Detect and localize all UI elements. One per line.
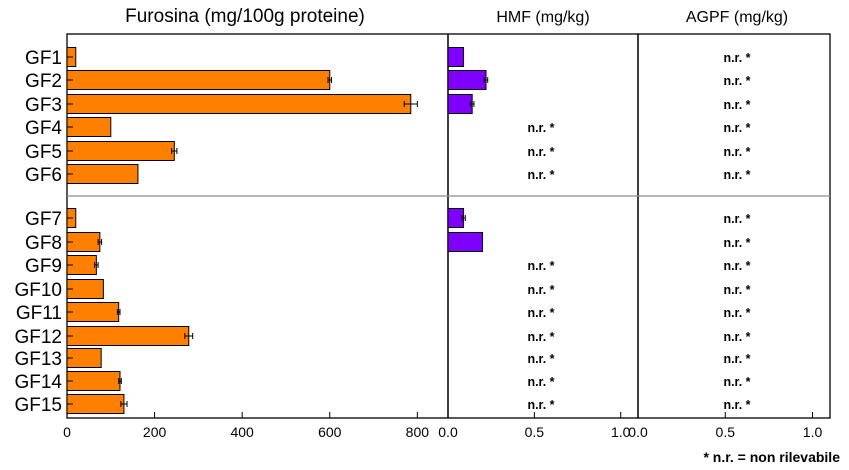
bar <box>447 70 487 90</box>
nr-label: n.r. * <box>723 51 750 65</box>
nr-labels: n.r. * n.r. * n.r. * n.r. * n.r. * n.r. * n.r.… <box>527 51 750 412</box>
nr-label: n.r. * <box>527 259 554 273</box>
bar <box>66 70 331 90</box>
nr-label: n.r. * <box>723 352 750 366</box>
nr-label: n.r. * <box>723 145 750 159</box>
x-tick-label: 800 <box>406 424 430 440</box>
bar <box>66 371 121 391</box>
nr-label: n.r. * <box>723 375 750 389</box>
category-label: GF6 <box>25 165 62 186</box>
bar <box>447 232 484 252</box>
category-label: GF14 <box>14 372 62 393</box>
x-tick-label: 0.0 <box>438 424 458 440</box>
x-tick-label: 400 <box>230 424 254 440</box>
nr-label: n.r. * <box>527 398 554 412</box>
nr-label: n.r. * <box>723 259 750 273</box>
bar <box>66 164 139 184</box>
x-tick-label: 0.0 <box>628 424 648 440</box>
x-tick-label: 600 <box>318 424 342 440</box>
bar <box>447 208 465 228</box>
nr-label: n.r. * <box>527 121 554 135</box>
category-label: GF15 <box>14 395 62 416</box>
bar <box>447 94 473 114</box>
bar <box>447 47 465 67</box>
bar <box>66 326 190 346</box>
x-tick-label: 0 <box>63 424 71 440</box>
nr-label: n.r. * <box>527 306 554 320</box>
category-label: GF3 <box>25 95 62 116</box>
bar <box>66 94 412 114</box>
category-label: GF1 <box>25 48 62 69</box>
category-label: GF7 <box>25 209 62 230</box>
category-label: GF10 <box>14 280 62 301</box>
category-label: GF11 <box>16 303 62 324</box>
nr-label: n.r. * <box>723 98 750 112</box>
bars <box>66 47 489 414</box>
panel-frame-1 <box>66 33 449 419</box>
category-label: GF2 <box>25 71 62 92</box>
nr-label: n.r. * <box>527 330 554 344</box>
bar <box>66 394 125 414</box>
nr-label: n.r. * <box>723 398 750 412</box>
bar <box>66 141 175 161</box>
x-tick-label: 1.0 <box>611 424 631 440</box>
x-tick-label: 0.5 <box>716 424 736 440</box>
nr-label: n.r. * <box>723 121 750 135</box>
x-tick-label: 200 <box>143 424 167 440</box>
nr-label: n.r. * <box>723 74 750 88</box>
bar <box>66 302 120 322</box>
category-label: GF4 <box>25 118 62 139</box>
nr-label: n.r. * <box>527 283 554 297</box>
panel-frame-3 <box>637 33 831 419</box>
nr-label: n.r. * <box>527 145 554 159</box>
nr-label: n.r. * <box>527 168 554 182</box>
nr-label: n.r. * <box>723 330 750 344</box>
x-tick-label: 0.5 <box>525 424 545 440</box>
category-label: GF12 <box>14 327 62 348</box>
nr-label: n.r. * <box>723 212 750 226</box>
nr-label: n.r. * <box>723 306 750 320</box>
category-label: GF13 <box>14 349 62 370</box>
category-label: GF8 <box>25 233 62 254</box>
nr-label: n.r. * <box>527 375 554 389</box>
panel-title-furosina: Furosina (mg/100g proteine) <box>125 6 365 27</box>
category-labels: GF1GF2GF3GF4GF5GF6GF7GF8GF9GF10GF11GF12G… <box>14 48 73 416</box>
footnote: * n.r. = non rilevabile <box>703 449 840 465</box>
nr-label: n.r. * <box>723 168 750 182</box>
panel-title-hmf: HMF (mg/kg) <box>496 9 589 26</box>
nr-label: n.r. * <box>527 352 554 366</box>
panel-title-agpf: AGPF (mg/kg) <box>686 9 788 26</box>
x-axes: 0 200 400 600 800 0.0 0.5 1.00.0 0.5 1.0 <box>63 412 822 440</box>
nr-label: n.r. * <box>723 283 750 297</box>
bar <box>66 117 112 137</box>
category-label: GF9 <box>25 256 62 277</box>
x-tick-label: 1.0 <box>803 424 823 440</box>
nr-label: n.r. * <box>723 236 750 250</box>
category-label: GF5 <box>25 142 62 163</box>
